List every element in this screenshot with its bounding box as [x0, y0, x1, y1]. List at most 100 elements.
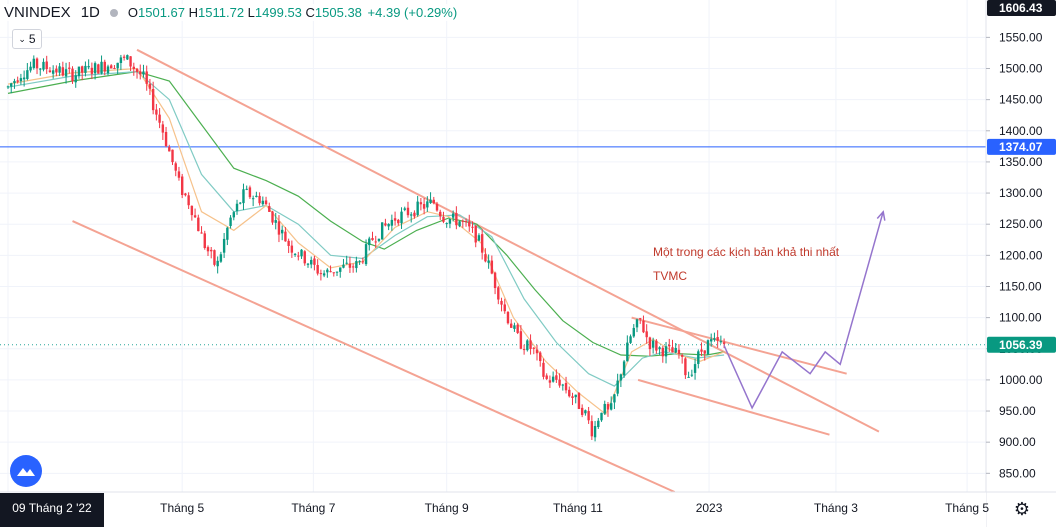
candle-body [145, 71, 148, 84]
candle [358, 260, 361, 265]
candle-body [655, 340, 658, 351]
candle-body [635, 319, 639, 328]
candle-body [522, 349, 526, 351]
candle [303, 250, 306, 266]
candle-body [658, 347, 661, 350]
candle [200, 226, 203, 234]
y-tick-label: 1500.00 [999, 62, 1043, 76]
candle-body [316, 264, 319, 274]
candle-body [148, 83, 152, 89]
candle [600, 412, 603, 422]
ma-mid-line [7, 70, 725, 387]
candle-body [93, 63, 97, 74]
y-tick-label: 1100.00 [999, 311, 1042, 325]
candle-body [690, 374, 694, 376]
candle-body [480, 234, 484, 253]
candle [490, 255, 494, 275]
candle [548, 375, 552, 388]
candle-body [335, 271, 339, 273]
candle [658, 346, 661, 355]
symbol-name[interactable]: VNINDEX [4, 4, 71, 21]
candle [106, 64, 110, 76]
candle-body [80, 66, 84, 73]
candle [558, 373, 561, 388]
candle [229, 215, 232, 229]
candle-body [497, 287, 500, 300]
candle [255, 191, 258, 198]
candle-body [64, 69, 68, 77]
timeframe[interactable]: 1D [80, 4, 100, 21]
candle-body [577, 392, 581, 409]
candle [445, 222, 448, 228]
candle-body [677, 349, 681, 354]
candle-body [461, 220, 465, 222]
candle-body [371, 238, 374, 241]
candle [384, 218, 387, 227]
candle-body [306, 263, 310, 265]
candle-body [139, 71, 142, 75]
candle-body [571, 396, 574, 398]
candle [593, 420, 597, 442]
candle-body [164, 131, 168, 147]
candle-body [722, 342, 726, 344]
candle-body [390, 219, 394, 226]
candle [626, 335, 629, 362]
candle-body [548, 380, 552, 383]
price-label-last-bg [987, 336, 1056, 353]
candle [545, 373, 548, 381]
candle [503, 298, 506, 314]
candle-body [361, 261, 365, 263]
candle [180, 173, 184, 199]
candle [132, 62, 136, 76]
candle-body [219, 254, 223, 262]
candle [190, 205, 194, 221]
y-axis-panel [986, 0, 1056, 527]
candle-body [61, 67, 65, 76]
candle-body [300, 249, 303, 257]
candle [474, 225, 477, 248]
indicators-toggle[interactable]: ⌄ 5 [12, 29, 42, 49]
candle-body [126, 55, 129, 60]
candle [687, 371, 690, 378]
y-tick-label: 1150.00 [999, 279, 1042, 293]
candle [419, 198, 423, 211]
candle [535, 344, 539, 361]
candle [251, 195, 255, 207]
candle-body [77, 66, 81, 77]
candle-body [258, 195, 261, 204]
candle-body [13, 80, 16, 84]
candle-body [84, 65, 87, 73]
tradingview-logo-icon[interactable] [10, 455, 42, 487]
candle [500, 297, 503, 312]
candle [603, 400, 606, 415]
candle-body [45, 61, 48, 70]
candle [651, 337, 655, 354]
candle [64, 62, 68, 84]
candle [377, 238, 381, 243]
candle-body [474, 225, 477, 243]
candle [400, 207, 403, 229]
candle [571, 392, 574, 406]
candle-body [413, 212, 416, 217]
candle [622, 359, 626, 378]
candle [464, 218, 468, 227]
candle-body [16, 80, 19, 82]
candle [416, 195, 419, 217]
candle [397, 218, 400, 226]
candle-body [609, 403, 613, 410]
candle-body [255, 195, 258, 198]
gear-icon[interactable]: ⚙ [1013, 498, 1031, 519]
close-value: 1505.38 [314, 5, 362, 20]
candle [335, 271, 339, 277]
candle [468, 214, 471, 232]
candle [135, 68, 139, 79]
trend-channel-line-4 [637, 378, 830, 436]
candle-body [222, 238, 226, 253]
candle [290, 240, 294, 258]
candle [184, 192, 187, 197]
candle [432, 196, 435, 205]
candle-body [168, 147, 171, 152]
candle-body [458, 221, 461, 227]
